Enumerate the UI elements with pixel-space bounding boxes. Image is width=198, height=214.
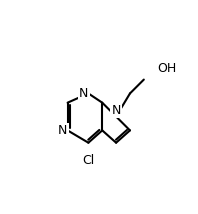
Text: OH: OH (158, 62, 177, 74)
Text: OH: OH (158, 62, 177, 74)
Text: Cl: Cl (82, 154, 94, 167)
Text: N: N (58, 124, 68, 137)
Text: N: N (79, 87, 88, 100)
Text: N: N (111, 104, 121, 117)
